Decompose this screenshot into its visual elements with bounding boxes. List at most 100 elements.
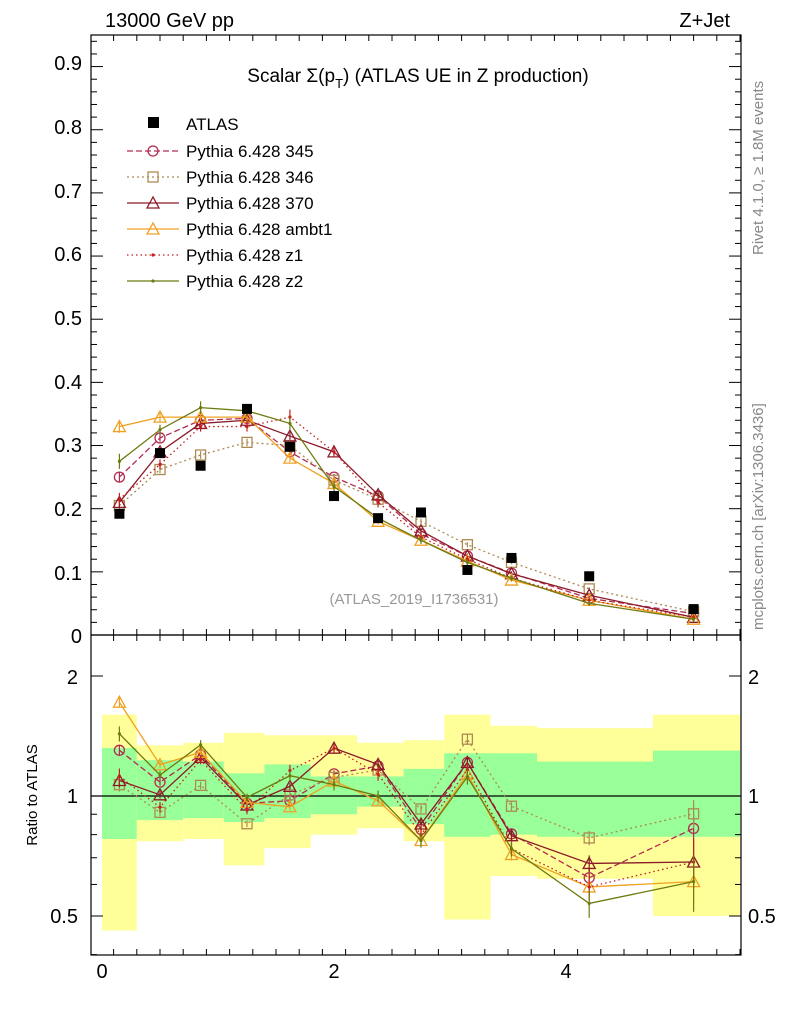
uncertainty-band-inner [223, 773, 265, 823]
main-series-layer [112, 401, 701, 625]
series-point [199, 406, 203, 410]
series-point [113, 744, 126, 756]
title-sub: T [335, 76, 343, 91]
ratio-tick-label: 0.5 [50, 906, 78, 928]
legend-label: Pythia 6.428 ambt1 [186, 220, 332, 239]
legend: ATLAS Pythia 6.428 345 Pythia 6.428 346 … [127, 115, 332, 291]
legend-label: Pythia 6.428 z1 [186, 246, 303, 265]
series-point [332, 782, 336, 787]
ratio-tick-label-right: 2 [748, 667, 759, 689]
data-point [284, 441, 295, 452]
ratio-line [119, 747, 694, 888]
analysis-watermark: (ATLAS_2019_I1736531) [329, 591, 498, 608]
series-point [505, 800, 518, 812]
y-tick-label: 0.9 [54, 53, 82, 75]
series-point [194, 449, 207, 461]
uncertainty-band-inner [490, 753, 537, 835]
series-point [199, 424, 203, 429]
y-tick-label: 0.8 [54, 117, 82, 139]
data-point [373, 513, 384, 524]
series-point [686, 609, 701, 623]
series-point [147, 171, 159, 183]
series-point [145, 195, 161, 209]
y-tick-label: 0.1 [54, 563, 82, 585]
series-point [151, 253, 155, 257]
uncertainty-band-inner [537, 761, 653, 837]
data-point [329, 491, 339, 502]
series-point [376, 794, 380, 798]
series-point [687, 808, 700, 820]
series-point [241, 818, 253, 830]
series-point [587, 885, 591, 889]
series-point [370, 793, 386, 807]
legend-label: Pythia 6.428 346 [186, 168, 314, 187]
series-point [158, 462, 162, 467]
series-point [288, 774, 292, 778]
series-point [282, 428, 298, 442]
series-point [158, 805, 162, 809]
y-tick-label: 0.3 [54, 435, 82, 457]
series-point [282, 779, 298, 793]
series-point [282, 799, 298, 813]
series-point [509, 847, 514, 851]
series-point [152, 409, 168, 423]
data-point [584, 571, 595, 582]
ratio-line [119, 747, 694, 865]
series-point [509, 576, 514, 580]
series-point [326, 740, 342, 754]
series-point [152, 787, 168, 801]
series-point [112, 495, 127, 509]
series-point [504, 828, 519, 842]
y-tick-label: 0.6 [54, 244, 82, 266]
series-point [147, 145, 159, 157]
series-point [112, 419, 127, 433]
mcplots-label: mcplots.cern.ch [arXiv:1306.3436] [750, 403, 767, 630]
series-point [117, 497, 121, 501]
series-point [199, 743, 203, 747]
series-point [587, 598, 591, 602]
series-point [465, 560, 469, 564]
series-point [419, 838, 423, 843]
data-point [506, 552, 517, 563]
title-tail: ) (ATLAS UE in Z production) [343, 66, 589, 87]
ratio-tick-label-right: 1 [748, 786, 759, 808]
series-point [504, 847, 519, 861]
series-point [117, 732, 121, 736]
y-tick-label-zero: 0 [71, 626, 82, 648]
series-point [112, 773, 127, 787]
ratio-tick-label: 2 [67, 667, 78, 689]
series-point [419, 538, 423, 542]
data-point [155, 448, 165, 459]
data-point [242, 403, 252, 414]
series-point [151, 279, 155, 283]
x-tick-label: 0 [96, 961, 107, 983]
axis-ticks [91, 35, 741, 956]
series-point [152, 757, 168, 771]
legend-label-data: ATLAS [186, 115, 239, 134]
series-line [118, 441, 694, 613]
header-right: Z+Jet [679, 10, 730, 32]
series-point [288, 421, 292, 426]
series-point [692, 880, 696, 884]
series-line [119, 406, 694, 620]
uncertainty-band-inner [102, 747, 137, 840]
uncertainty-band-inner [653, 750, 740, 837]
series-point [415, 803, 427, 815]
main-y-tick-labels: 0.9 0.8 0.7 0.6 0.5 0.4 0.3 0.2 0.1 0 [54, 53, 82, 648]
series-line [118, 419, 694, 618]
series-point [413, 532, 429, 546]
ratio-line [118, 733, 694, 905]
series-point [245, 808, 249, 812]
ratio-y-tick-labels: 2 1 0.5 2 1 0.5 [50, 667, 776, 928]
data-point [195, 460, 206, 471]
legend-label: Pythia 6.428 370 [186, 194, 314, 213]
legend-label: Pythia 6.428 345 [186, 142, 314, 161]
data-point [462, 564, 473, 575]
series-point [465, 775, 469, 779]
series-point [245, 424, 249, 429]
y-tick-label: 0.7 [54, 181, 82, 203]
series-line [118, 416, 694, 618]
data-point [416, 507, 426, 518]
